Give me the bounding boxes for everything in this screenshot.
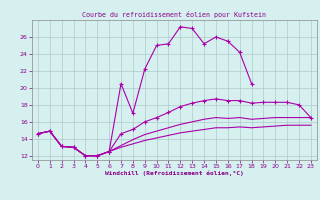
X-axis label: Windchill (Refroidissement éolien,°C): Windchill (Refroidissement éolien,°C) (105, 171, 244, 176)
Title: Courbe du refroidissement éolien pour Kufstein: Courbe du refroidissement éolien pour Ku… (83, 11, 266, 18)
